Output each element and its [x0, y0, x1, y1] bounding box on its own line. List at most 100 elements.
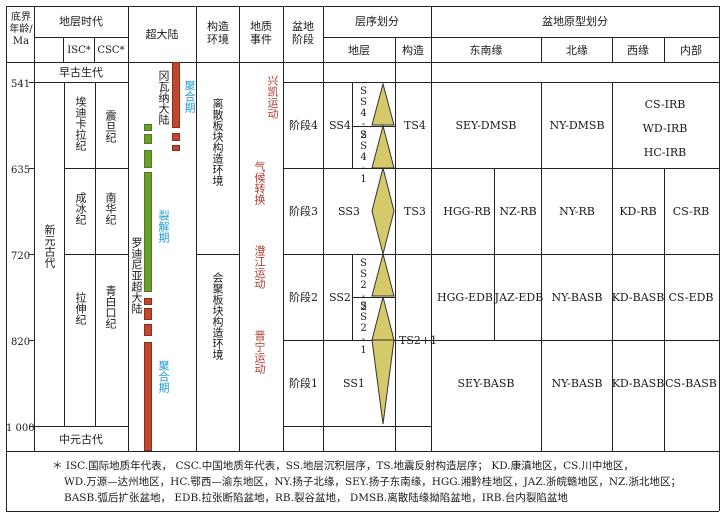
env-divergent: 离散板块构造环境 — [211, 98, 224, 186]
tick-635 — [29, 168, 34, 169]
col-env-end — [239, 6, 240, 451]
basin-n-end-lower — [612, 168, 613, 451]
seq-ss2-1: SS2-1 — [358, 301, 369, 356]
header-strat-sub — [34, 37, 128, 38]
ss4-mid — [352, 126, 395, 127]
stage-4: 阶段4 — [289, 119, 318, 132]
header-seq-sub — [323, 37, 431, 38]
basin-s4-inner-cs: CS-IRB — [644, 98, 686, 111]
env-line-720 — [196, 254, 239, 255]
header-csc: CSC* — [97, 45, 125, 56]
stage-line-541 — [283, 82, 719, 83]
era-neoproterozoic: 新元古代 — [43, 224, 56, 268]
sequence-triangles — [371, 82, 395, 425]
triangle-ss1-down — [371, 339, 395, 425]
basin-s1-west: KD-BASB — [611, 377, 665, 390]
assembly-phase-2: 聚合期 — [157, 360, 170, 393]
ts-4: TS4 — [404, 119, 426, 132]
col-strat-end — [128, 6, 129, 451]
header-proto-basin: 盆地原型划分 — [542, 15, 608, 28]
header-supercontinent: 超大陆 — [145, 28, 179, 41]
rodinia-assembly-bar-1 — [144, 298, 152, 305]
event-chengjiang: 澄江运动 — [253, 245, 266, 289]
col-n-end-header — [612, 37, 613, 63]
basin-s1-north: NY-BASB — [551, 377, 603, 390]
stage-1: 阶段1 — [289, 377, 318, 390]
period-nanhua: 南华纪 — [104, 192, 117, 225]
basin-s2-north: NY-BASB — [551, 291, 603, 304]
basin-s1-inner: CS-BASB — [665, 377, 717, 390]
col-csc-header — [94, 37, 95, 63]
ss4-sub-divider — [352, 82, 353, 168]
col-isc-header — [63, 37, 64, 63]
ss2-mid — [352, 297, 395, 298]
basin-s2-jaz: JAZ-EDB — [494, 291, 544, 304]
col-w-end-header — [664, 37, 665, 63]
basin-n-end-upper — [612, 82, 613, 168]
note-line-1: ＊ ISC.国际地质年代表， CSC.中国地质年代表，SS.地层沉积层序，TS.… — [52, 460, 634, 472]
seq-ss3: SS3 — [338, 205, 360, 218]
col-stage-end — [323, 6, 324, 451]
triangle-ss4-2-up — [371, 82, 395, 126]
frame-bottom — [6, 511, 719, 512]
header-geo-events: 地质 事件 — [250, 20, 272, 46]
era-mesoproterozoic: 中元古代 — [59, 433, 103, 446]
rodinia-breakup-bar-4 — [144, 172, 152, 292]
header-north: 北缘 — [566, 44, 588, 57]
header-bottom — [6, 62, 719, 63]
header-structure: 构造 — [402, 44, 424, 57]
gondwana-bar-2 — [172, 133, 180, 141]
basin-s1-southeast: SEY-BASB — [457, 377, 515, 390]
frame-left — [6, 6, 7, 511]
period-line-635 — [64, 168, 128, 169]
header-southeast: 东南缘 — [469, 44, 503, 57]
gondwana-bar-1 — [172, 62, 180, 128]
header-basin-stage: 盆地 阶段 — [292, 20, 314, 46]
col-se-end-header — [541, 37, 542, 63]
gondwana-label: 冈瓦纳大陆 — [157, 70, 170, 125]
basin-s3-nz: NZ-RB — [499, 205, 537, 218]
stage-line-1000 — [283, 426, 431, 427]
basin-s2-inner: CS-EDB — [668, 291, 714, 304]
era-early-paleozoic: 早古生代 — [59, 66, 103, 79]
assembly-phase-1: 聚合期 — [183, 80, 196, 113]
period-line-720 — [64, 254, 128, 255]
header-interior: 内部 — [680, 44, 702, 57]
header-tectonic-env: 构造 环境 — [207, 20, 229, 46]
ts-3: TS3 — [404, 205, 426, 218]
col-seq-end — [431, 6, 432, 451]
period-cryogenian: 成冰纪 — [74, 192, 87, 225]
rodinia-assembly-bar-2 — [144, 308, 152, 320]
seq-ss2: SS2 — [329, 291, 351, 304]
period-sinian: 震旦纪 — [104, 110, 117, 143]
frame-right — [719, 6, 720, 511]
note-line-2: WD.万源—达州地区，HC.鄂西—渝东地区，NY.扬子北缘，SEY.扬子东南缘，… — [64, 476, 681, 488]
basin-s3-hgg: HGG-RB — [443, 205, 491, 218]
gondwana-bar-3 — [172, 145, 180, 151]
basin-w-end — [664, 168, 665, 451]
period-tonian: 拉伸纪 — [74, 292, 87, 325]
triangle-ss2-2-up — [371, 252, 395, 297]
header-strat-age: 地层时代 — [59, 15, 103, 28]
header-west: 西缘 — [627, 44, 649, 57]
seq-ss4: SS4 — [329, 119, 351, 132]
basin-s4-north: NY-DMSB — [549, 119, 605, 132]
basin-s4-southeast: SEY-DMSB — [455, 119, 517, 132]
basin-s2-west: KD-BASB — [611, 291, 665, 304]
col-age — [34, 6, 35, 451]
tick-820 — [29, 340, 34, 341]
triangle-ss3 — [371, 167, 395, 255]
rodinia-assembly-bar-3 — [144, 324, 152, 336]
seq-ss2-2: SS2-2 — [358, 258, 369, 313]
seq-ss1: SS1 — [343, 377, 365, 390]
rodinia-breakup-bar-3 — [144, 150, 152, 168]
event-xingkai: 兴凯运动 — [266, 75, 279, 119]
basin-s4-inner-hc: HC-IRB — [643, 146, 687, 159]
header-sequence: 层序划分 — [355, 15, 399, 28]
col-stratum-end — [395, 37, 396, 451]
age-720: 720 — [11, 251, 31, 262]
header-base-age: 底界 年龄/ Ma — [9, 12, 33, 47]
triangle-ss4-1-up — [371, 124, 395, 169]
period-qingbaikou: 青白口纪 — [104, 285, 117, 329]
